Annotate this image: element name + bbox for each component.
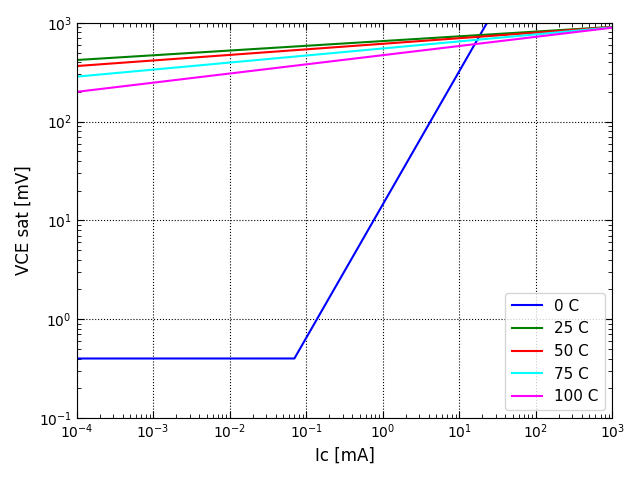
- 100 C: [73, 89, 81, 95]
- Legend: 0 C, 25 C, 50 C, 75 C, 100 C: 0 C, 25 C, 50 C, 75 C, 100 C: [506, 293, 605, 410]
- 75 C: [134, 68, 141, 74]
- 100 C: [609, 25, 616, 31]
- 0 C: [278, 356, 286, 361]
- Line: 25 C: 25 C: [77, 27, 612, 60]
- 25 C: [301, 43, 309, 49]
- Line: 0 C: 0 C: [77, 0, 612, 359]
- 25 C: [598, 24, 605, 30]
- 75 C: [73, 74, 81, 80]
- 25 C: [73, 57, 81, 63]
- 75 C: [301, 53, 309, 59]
- 100 C: [540, 33, 548, 39]
- 75 C: [166, 65, 173, 71]
- Line: 75 C: 75 C: [77, 27, 612, 77]
- 50 C: [609, 24, 616, 30]
- 25 C: [278, 45, 286, 50]
- 100 C: [598, 26, 605, 32]
- 25 C: [540, 28, 548, 34]
- 100 C: [278, 64, 286, 70]
- 75 C: [609, 24, 616, 30]
- 50 C: [134, 59, 141, 64]
- 0 C: [134, 356, 141, 361]
- 50 C: [166, 57, 173, 62]
- 100 C: [301, 61, 309, 67]
- 50 C: [540, 29, 548, 35]
- 0 C: [301, 336, 309, 342]
- 50 C: [301, 47, 309, 52]
- 25 C: [134, 53, 141, 59]
- 50 C: [278, 48, 286, 54]
- Line: 100 C: 100 C: [77, 28, 612, 92]
- 50 C: [598, 25, 605, 31]
- 100 C: [134, 82, 141, 87]
- 0 C: [166, 356, 173, 361]
- 50 C: [73, 63, 81, 69]
- 25 C: [166, 51, 173, 57]
- 25 C: [609, 24, 616, 30]
- 100 C: [166, 78, 173, 84]
- 75 C: [540, 31, 548, 36]
- Y-axis label: VCE sat [mV]: VCE sat [mV]: [15, 166, 33, 275]
- 75 C: [598, 25, 605, 31]
- X-axis label: Ic [mA]: Ic [mA]: [315, 447, 374, 465]
- 75 C: [278, 55, 286, 60]
- 0 C: [73, 356, 81, 361]
- Line: 50 C: 50 C: [77, 27, 612, 66]
